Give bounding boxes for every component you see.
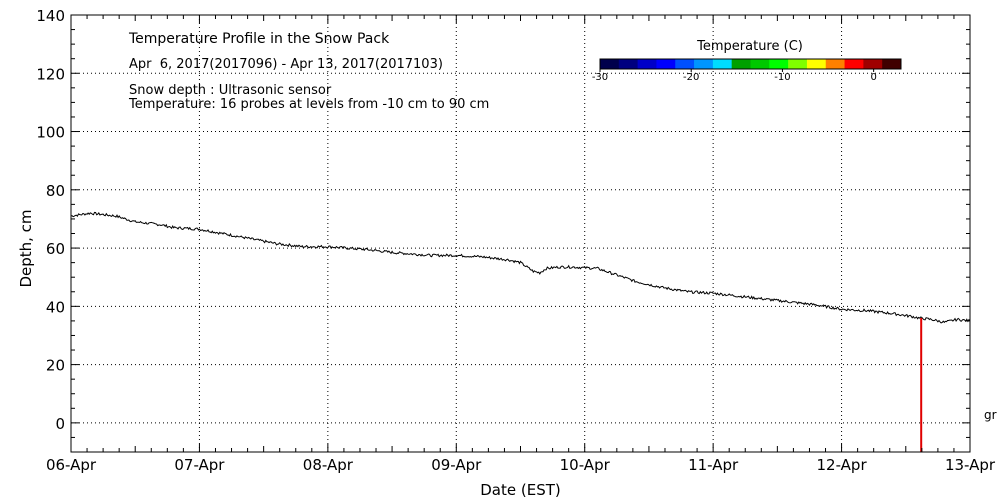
y-tick-label: 140 bbox=[36, 7, 65, 25]
chart-subtitle: Apr 6, 2017(2017096) - Apr 13, 2017(2017… bbox=[129, 57, 443, 72]
colorbar-segment bbox=[769, 59, 789, 69]
series-line-0 bbox=[70, 211, 971, 324]
x-axis-label: Date (EST) bbox=[480, 481, 561, 499]
colorbar-segment bbox=[750, 59, 770, 69]
y-tick-label: 0 bbox=[55, 415, 65, 433]
colorbar-segment bbox=[675, 59, 695, 69]
colorbar-segment bbox=[694, 59, 714, 69]
x-tick-label: 06-Apr bbox=[46, 456, 97, 474]
x-tick-label: 11-Apr bbox=[688, 456, 739, 474]
side-label: gr bbox=[984, 408, 997, 422]
colorbar-segment bbox=[731, 59, 751, 69]
data-series bbox=[70, 211, 971, 452]
colorbar-tick-label: -30 bbox=[592, 72, 608, 83]
colorbar: -30 -20 -10 0 Temperature (C) bbox=[592, 39, 902, 83]
y-tick-label: 120 bbox=[36, 65, 65, 83]
colorbar-segment bbox=[656, 59, 676, 69]
y-tick-label: 20 bbox=[46, 357, 65, 375]
y-tick-label: 100 bbox=[36, 124, 65, 142]
x-tick-label: 13-Apr bbox=[945, 456, 996, 474]
x-tick-label: 10-Apr bbox=[560, 456, 611, 474]
axis-labels: 0 20 40 60 80 100 120 140 06-Apr 07-Apr 08-Apr 09-A… bbox=[17, 7, 996, 499]
colorbar-title: Temperature (C) bbox=[696, 39, 803, 54]
annotation-snow-depth: Snow depth : Ultrasonic sensor bbox=[129, 83, 332, 98]
y-tick-label: 60 bbox=[46, 240, 65, 258]
y-axis-label: Depth, cm bbox=[17, 209, 35, 287]
colorbar-tick-label: -20 bbox=[683, 72, 699, 83]
chart-title: Temperature Profile in the Snow Pack bbox=[129, 31, 390, 47]
x-tick-label: 07-Apr bbox=[174, 456, 225, 474]
colorbar-segment bbox=[844, 59, 864, 69]
x-tick-label: 08-Apr bbox=[303, 456, 354, 474]
x-tick-label: 12-Apr bbox=[817, 456, 868, 474]
grid-lines bbox=[71, 15, 970, 452]
colorbar-segment bbox=[863, 59, 883, 69]
colorbar-frame bbox=[599, 58, 902, 70]
colorbar-segment bbox=[806, 59, 827, 69]
colorbar-segment bbox=[788, 59, 808, 69]
colorbar-segment bbox=[637, 59, 657, 69]
colorbar-segment bbox=[882, 59, 902, 69]
colorbar-segment bbox=[618, 59, 639, 69]
colorbar-tick-label: -10 bbox=[774, 72, 790, 83]
colorbar-segment bbox=[600, 59, 620, 69]
annotation-temperature: Temperature: 16 probes at levels from -1… bbox=[129, 97, 490, 112]
colorbar-segment bbox=[825, 59, 846, 69]
colorbar-tick-label: 0 bbox=[870, 72, 876, 83]
axis-ticks bbox=[70, 14, 971, 453]
x-tick-label: 09-Apr bbox=[431, 456, 482, 474]
colorbar-segment bbox=[712, 59, 733, 69]
plot-frame bbox=[70, 14, 971, 453]
y-tick-label: 40 bbox=[46, 298, 65, 316]
y-tick-label: 80 bbox=[46, 182, 65, 200]
